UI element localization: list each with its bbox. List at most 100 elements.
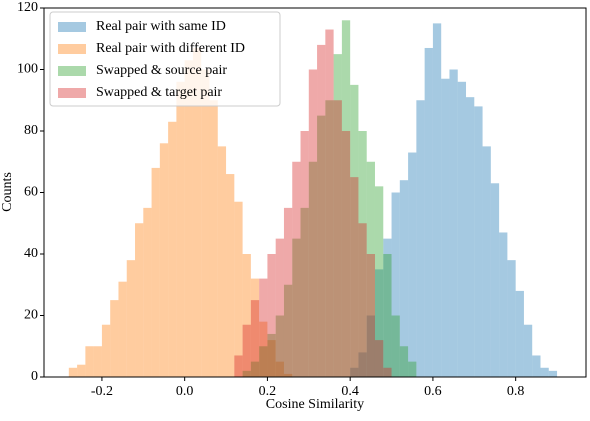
bar [250,300,260,377]
bar [242,254,251,377]
y-tick-label: 100 [17,62,38,77]
legend-label: Real pair with different ID [96,41,245,56]
x-tick-label: 0.6 [424,384,442,399]
bar [250,278,260,377]
bar [110,300,119,377]
legend-swatch [58,22,86,32]
bar [267,333,276,377]
bar [275,361,284,377]
bar [350,177,359,377]
y-tick-label: 120 [17,0,38,15]
bar [333,54,342,377]
bar [308,161,318,377]
bar [432,23,442,377]
bar [523,324,533,377]
y-tick-label: 20 [24,308,38,323]
bar [283,207,293,377]
bar [333,100,342,377]
bar [242,370,251,377]
bar [366,254,375,377]
legend-swatch [58,44,86,54]
bar [358,131,367,377]
bar [192,47,202,377]
bar [77,364,86,377]
bar [184,60,193,378]
x-tick-label: 0.0 [176,384,194,399]
bar [85,346,94,377]
bar [126,260,136,377]
bar [474,106,483,378]
bar [532,355,541,377]
bar [374,186,384,377]
bar [68,367,78,377]
bar [292,161,301,377]
bar [283,373,293,377]
bar [507,260,516,377]
bar [267,340,276,377]
y-tick-label: 60 [24,185,38,200]
bar [366,161,375,377]
bar [408,361,417,377]
bar [358,352,367,377]
bar [292,238,301,377]
bar [118,281,127,377]
bar [151,167,160,377]
bar [374,269,384,377]
bar [499,232,508,377]
bar [259,346,268,377]
bar [317,115,326,377]
bar [234,355,243,377]
bar [391,315,400,377]
x-tick-label: 0.4 [341,384,359,399]
y-tick-label: 0 [31,369,38,384]
bar [548,370,558,377]
bar [358,223,367,377]
bar [283,284,293,377]
y-axis-label: Counts [0,172,15,212]
bar [168,121,177,378]
x-tick-label: 0.8 [507,384,525,399]
legend-label: Swapped & source pair [96,63,227,78]
bar [101,324,111,377]
bar [300,131,309,377]
bar [482,146,491,377]
bar [226,174,235,377]
bar [391,192,400,377]
bar [374,340,384,377]
bar [209,100,218,377]
bar [449,69,458,377]
bar [275,238,284,377]
bar [416,100,425,377]
bar [441,78,450,377]
bar [143,207,152,377]
bar [267,254,276,377]
bar [159,143,169,377]
bar [317,44,326,378]
bar [399,346,409,377]
x-tick-label: -0.2 [91,384,113,399]
bar [383,254,392,377]
bar [457,81,467,378]
bar [350,367,359,377]
bar [408,152,417,377]
legend-swatch [58,66,86,76]
bar [325,100,334,377]
legend-label: Swapped & target pair [96,85,222,100]
y-tick-label: 40 [24,246,38,261]
bar [217,146,227,377]
bar [490,183,500,377]
bar [466,97,475,378]
bar [383,238,392,377]
bar [242,324,251,377]
bar [93,346,102,377]
bar [250,361,260,377]
bar [383,367,392,377]
bar [399,180,409,377]
bar [366,315,375,377]
legend-label: Real pair with same ID [96,19,226,34]
x-tick-label: 0.2 [259,384,277,399]
bar [234,201,243,377]
bar [176,81,185,378]
bar [350,84,359,377]
